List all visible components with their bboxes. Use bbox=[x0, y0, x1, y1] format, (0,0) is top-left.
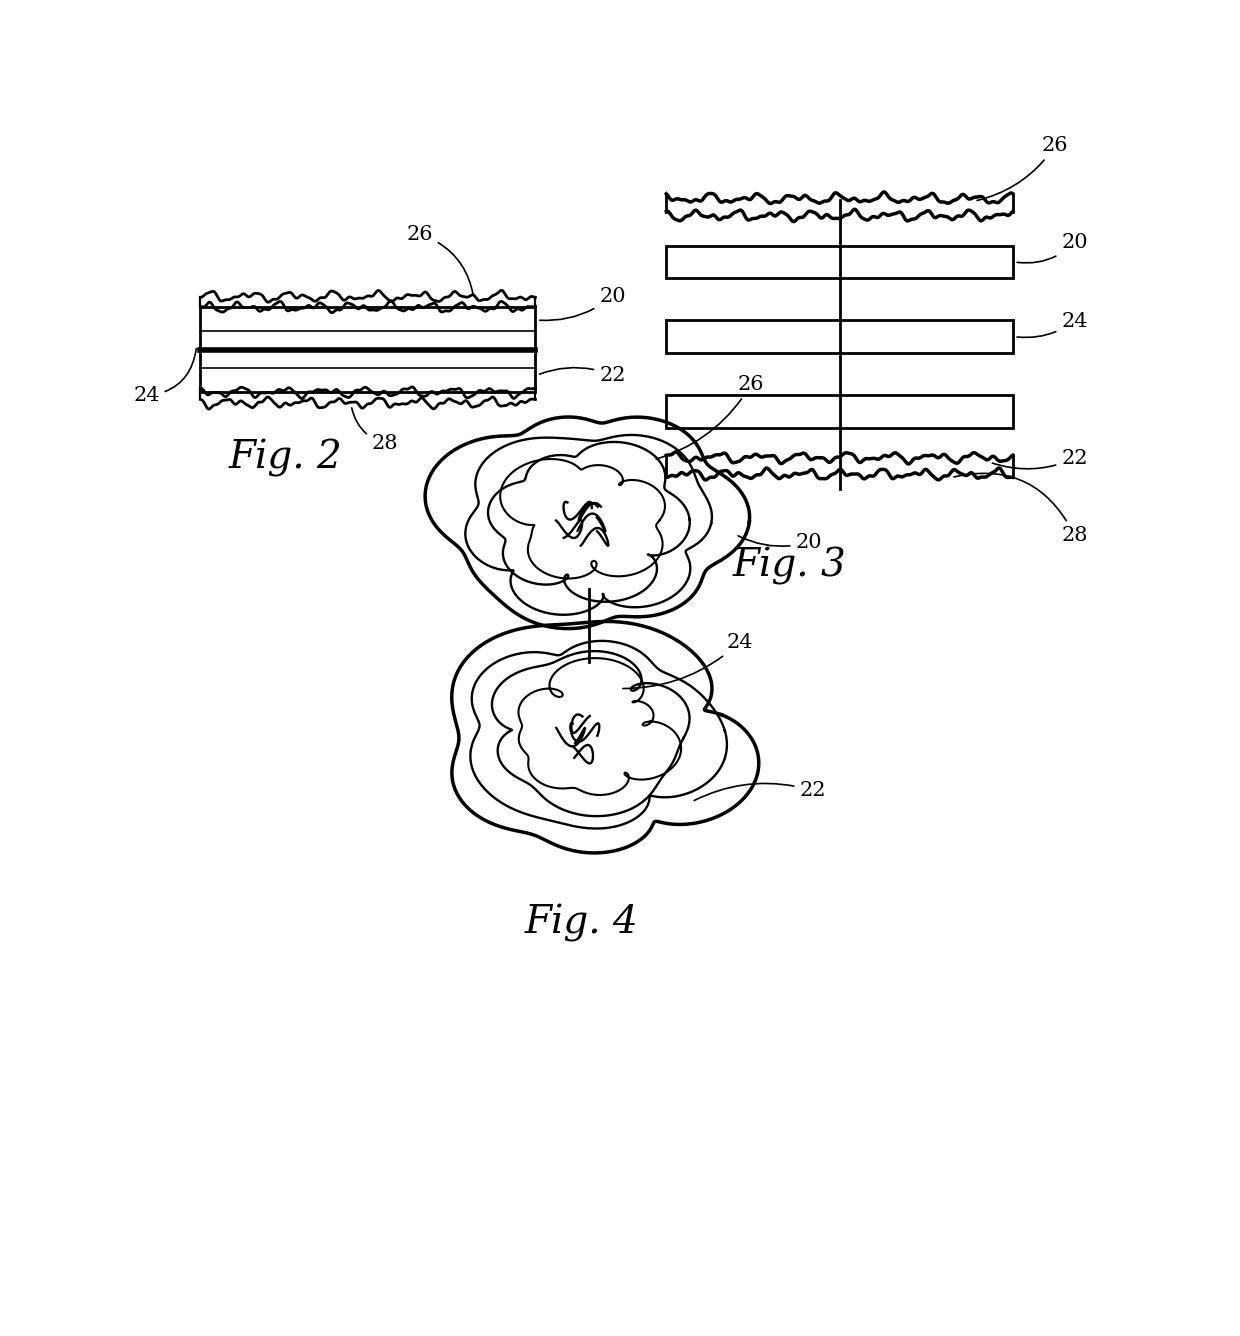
Bar bbox=[666, 246, 1013, 278]
Text: Fig. 4: Fig. 4 bbox=[525, 904, 639, 942]
Text: 26: 26 bbox=[656, 375, 764, 460]
Text: Fig. 2: Fig. 2 bbox=[228, 438, 342, 477]
Text: 24: 24 bbox=[1017, 311, 1087, 338]
Text: 28: 28 bbox=[352, 407, 398, 453]
Text: 24: 24 bbox=[133, 349, 196, 405]
Bar bbox=[201, 307, 536, 391]
Text: 20: 20 bbox=[738, 533, 822, 552]
Bar bbox=[666, 395, 1013, 428]
Text: 22: 22 bbox=[992, 449, 1087, 469]
Text: 26: 26 bbox=[407, 224, 474, 295]
Text: Fig. 3: Fig. 3 bbox=[733, 548, 847, 585]
Text: 20: 20 bbox=[539, 287, 626, 321]
Text: 28: 28 bbox=[954, 473, 1087, 545]
Text: 20: 20 bbox=[1017, 234, 1087, 263]
Text: 26: 26 bbox=[977, 136, 1069, 200]
Bar bbox=[666, 321, 1013, 353]
Text: 22: 22 bbox=[539, 366, 626, 385]
Text: 24: 24 bbox=[622, 633, 753, 688]
Text: 22: 22 bbox=[694, 782, 826, 800]
